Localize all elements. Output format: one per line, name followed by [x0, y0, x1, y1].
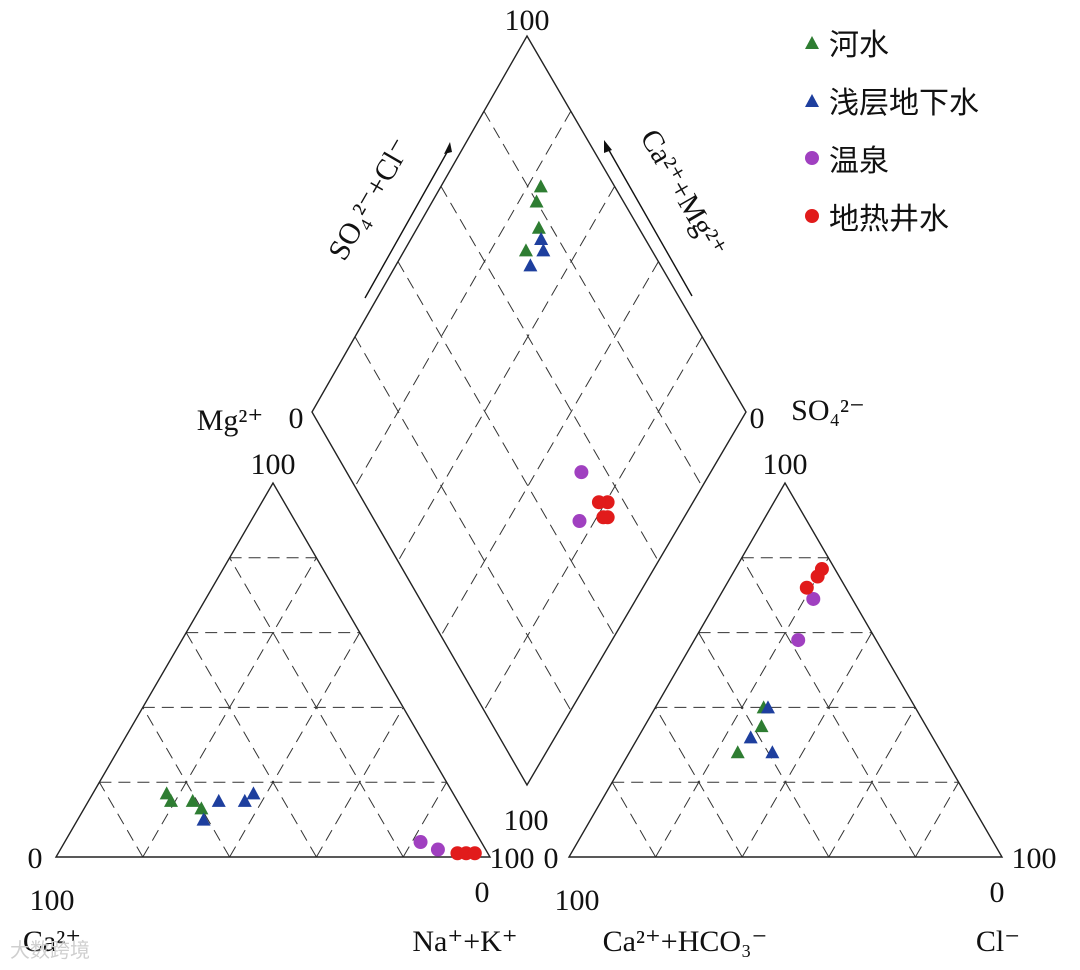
mg-axis-label: Mg²⁺: [197, 404, 264, 437]
cation-gridline: [229, 632, 361, 858]
diamond-point: [533, 179, 548, 193]
cation-point: [196, 812, 211, 826]
cation-point: [413, 835, 428, 850]
diamond-frame: [311, 34, 747, 787]
diamond-point: [536, 243, 551, 257]
anion-right-zero: 0: [990, 876, 1005, 909]
cation-point: [211, 793, 226, 807]
diagram-frames: [54, 34, 1004, 858]
legend-item-geothermal-well: 地热井水: [805, 202, 949, 237]
anion-triangle-frame: [567, 481, 1004, 858]
circle-marker-icon: [805, 151, 819, 165]
diamond-gridline: [440, 261, 659, 637]
anion-cahco3-label: Ca²⁺+HCO₃⁻: [603, 925, 768, 958]
triangle-marker-icon: [805, 36, 819, 49]
cation-point: [246, 786, 261, 800]
anion-gridline: [741, 632, 873, 858]
legend-label: 地热井水: [829, 202, 949, 237]
legend-label: 温泉: [829, 144, 889, 179]
legend-item-shallow-groundwater: 浅层地下水: [805, 86, 979, 121]
grid-lines: [98, 110, 960, 858]
legend-item-hot-spring: 温泉: [805, 144, 889, 179]
cation-point: [467, 846, 482, 861]
cation-gridline: [142, 707, 231, 858]
diamond-point: [529, 194, 544, 208]
cation-point: [237, 793, 252, 807]
so4-cl-axis-label: SO₄²⁻+Cl⁻: [322, 133, 418, 266]
legend-item-river: 河水: [805, 28, 889, 63]
cation-right-100: 100: [490, 842, 535, 875]
diamond-point: [534, 232, 549, 246]
legend: 河水 浅层地下水 温泉 地热井水: [805, 28, 979, 237]
cation-na-label: Na⁺+K⁺: [412, 925, 517, 958]
cation-gridline: [402, 781, 448, 858]
anion-gridline: [698, 632, 830, 858]
diamond-gridline: [354, 110, 572, 487]
anion-point: [810, 569, 825, 584]
cation-top-label: 100: [251, 448, 296, 481]
diamond-gridline: [483, 336, 703, 711]
diamond-point: [574, 465, 589, 480]
anion-point: [760, 700, 775, 714]
anion-left-zero: 0: [544, 842, 559, 875]
anion-left-100: 100: [555, 884, 600, 917]
cation-gridline: [315, 707, 404, 858]
anion-cl-label: Cl⁻: [976, 925, 1020, 958]
diamond-top-label: 100: [505, 4, 550, 37]
diamond-gridline: [440, 186, 659, 562]
diamond-point: [591, 495, 606, 510]
cation-gridline: [98, 781, 144, 858]
cation-point: [194, 801, 209, 815]
diamond-gridline: [483, 110, 703, 487]
ca-mg-axis-label: Ca²⁺+Mg²⁺: [634, 124, 733, 263]
anion-point: [799, 580, 814, 595]
so4-cl-arrowhead: [444, 142, 452, 154]
diamond-point: [531, 220, 546, 234]
cation-left-100: 100: [30, 884, 75, 917]
diamond-point: [572, 514, 587, 529]
anion-gridline: [914, 781, 960, 858]
anion-gridline: [654, 707, 743, 858]
anion-point: [765, 745, 780, 759]
triangle-marker-icon: [805, 94, 819, 107]
cation-ca-label: Ca²⁺: [23, 925, 81, 958]
ca-mg-arrowhead: [604, 140, 612, 153]
diamond-point: [518, 243, 533, 257]
diamond-left-zero: 0: [289, 402, 304, 435]
ca-mg-arrow: [605, 144, 693, 297]
cation-point: [430, 842, 445, 857]
anion-gridline: [611, 781, 657, 858]
legend-label: 河水: [829, 28, 889, 63]
anion-gridline: [828, 707, 916, 858]
anion-top-label: 100: [763, 448, 808, 481]
diamond-gridline: [397, 186, 616, 562]
circle-marker-icon: [805, 209, 819, 223]
so4-cl-arrow: [364, 146, 451, 299]
cation-gridline: [185, 632, 317, 858]
cation-point: [185, 793, 200, 807]
diamond-gridline: [397, 261, 616, 637]
anion-point: [754, 719, 769, 733]
diamond-point: [523, 258, 538, 272]
cation-right-zero: 0: [475, 876, 490, 909]
so4-axis-label: SO₄²⁻: [791, 394, 865, 427]
data-points: [159, 179, 829, 861]
diamond-point: [596, 510, 611, 525]
anion-point: [791, 633, 806, 648]
cation-point: [164, 793, 179, 807]
diamond-right-zero: 0: [750, 402, 765, 435]
cation-left-zero: 0: [28, 842, 43, 875]
anion-point: [730, 745, 745, 759]
watermark-text: 大数跨境: [10, 938, 90, 962]
legend-label: 浅层地下水: [829, 86, 979, 121]
anion-point: [743, 730, 758, 744]
diamond-gridline: [354, 336, 572, 711]
anion-point: [806, 591, 821, 606]
anion-right-100: 100: [1012, 842, 1057, 875]
cation-triangle-frame: [54, 481, 492, 858]
diamond-bottom-label: 100: [504, 804, 549, 837]
